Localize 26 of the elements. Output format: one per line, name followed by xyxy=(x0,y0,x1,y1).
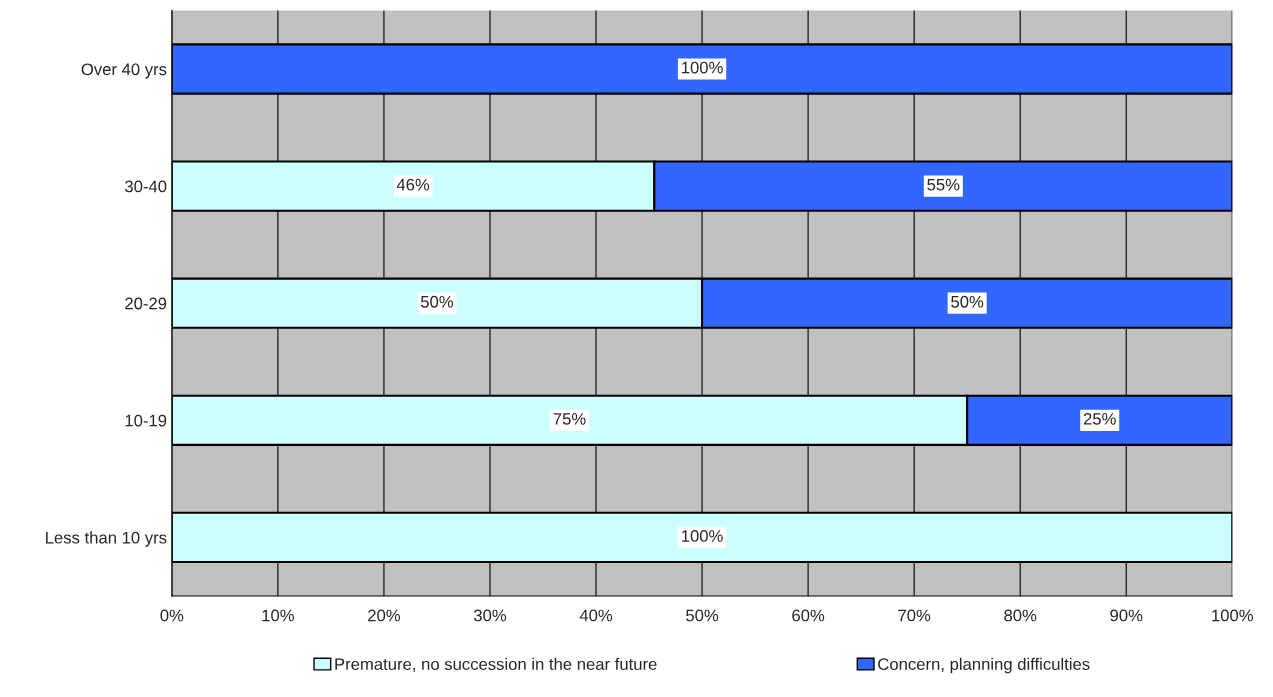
data-label: 50% xyxy=(420,295,454,308)
y-tick-label: 10-19 xyxy=(125,414,167,427)
y-tick-label: Less than 10 yrs xyxy=(46,531,167,547)
data-label: 75% xyxy=(553,413,586,425)
data-label: 100% xyxy=(682,61,723,74)
x-tick-label: 100% xyxy=(1212,609,1253,622)
data-label: 25% xyxy=(1083,412,1116,425)
x-tick-label: 10% xyxy=(262,609,294,622)
legend-label: Concern, planning difficulties xyxy=(878,657,1090,674)
data-label: 50% xyxy=(951,295,984,308)
legend-label: Premature, no succession in the near future xyxy=(335,657,657,672)
y-tick-label: 20-29 xyxy=(125,297,167,310)
x-tick-label: 50% xyxy=(686,609,719,622)
x-tick-label: 70% xyxy=(898,609,931,622)
x-tick-label: 0% xyxy=(160,609,184,622)
x-tick-label: 60% xyxy=(792,609,825,622)
data-label: 100% xyxy=(682,530,723,542)
y-tick-label: Over 40 yrs xyxy=(81,63,167,79)
data-label: 55% xyxy=(927,178,960,191)
data-label: 46% xyxy=(396,178,430,191)
x-tick-label: 20% xyxy=(368,609,401,622)
x-tick-label: 40% xyxy=(579,609,613,622)
y-tick-label: 30-40 xyxy=(125,180,167,193)
x-tick-label: 90% xyxy=(1110,609,1143,622)
x-tick-label: 30% xyxy=(473,609,507,622)
x-tick-label: 80% xyxy=(1004,609,1037,622)
